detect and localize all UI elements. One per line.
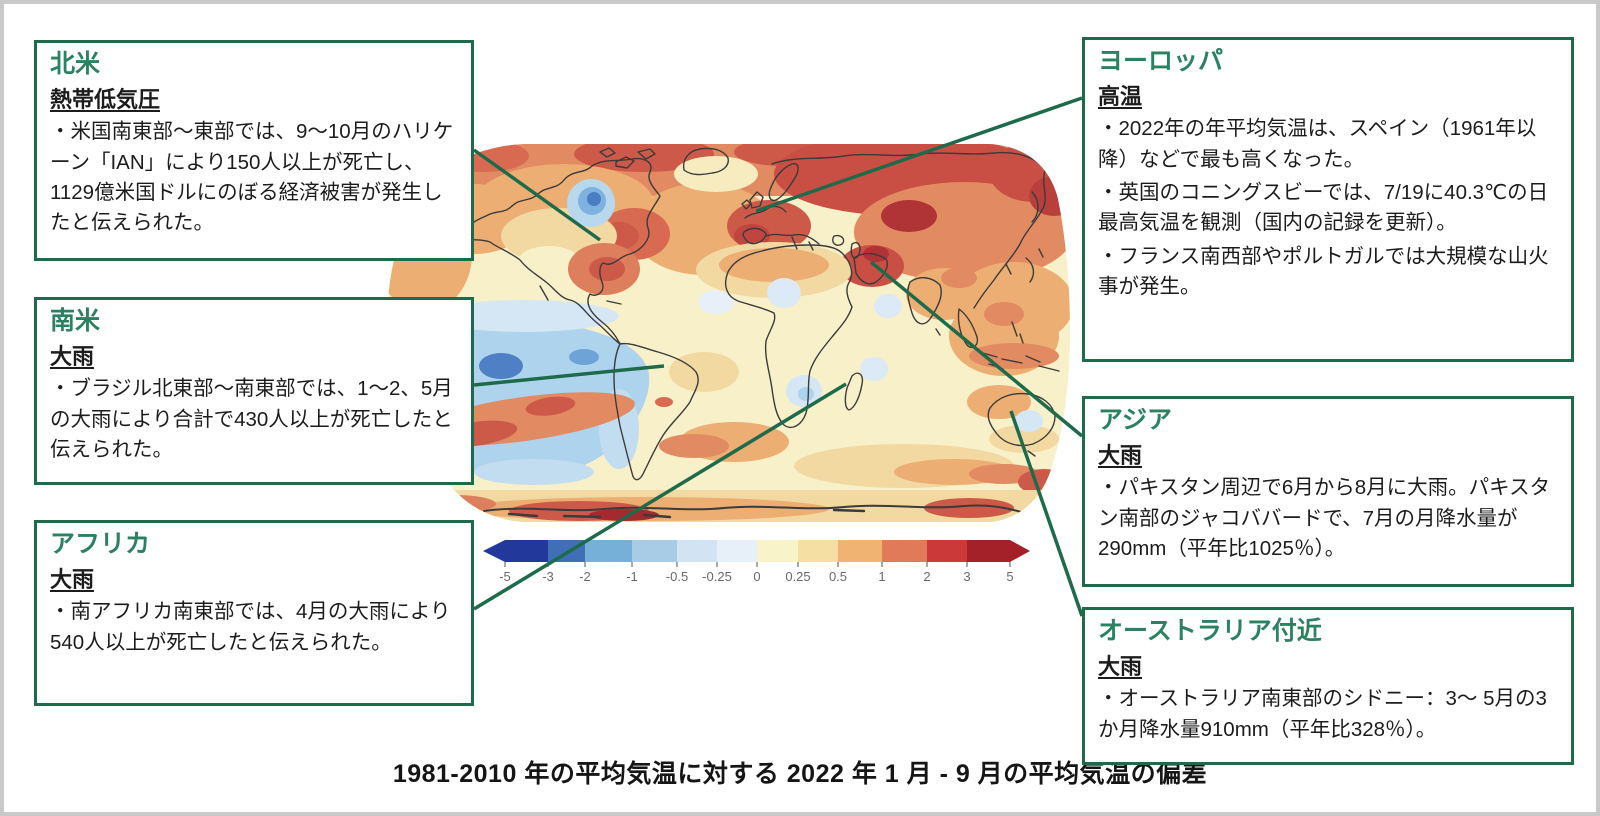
callout-category: 熱帯低気圧 <box>50 87 161 113</box>
callout-bullet: ・英国のコニングスビーでは、7/19に40.3℃の日最高気温を観測（国内の記録を… <box>1098 180 1549 235</box>
colorbar-tick-label: 2 <box>923 569 930 584</box>
colorbar-segment <box>927 540 967 562</box>
callout-asia: アジア 大雨 ・パキスタン周辺で6月から8月に大雨。パキスタン南部のジャコババー… <box>1082 396 1574 587</box>
callout-africa: アフリカ 大雨 ・南アフリカ南東部では、4月の大雨により540人以上が死亡したと… <box>34 520 474 706</box>
colorbar-tick-label: -0.25 <box>702 569 732 584</box>
colorbar-left-arrow <box>483 540 548 562</box>
colorbar-segment <box>677 540 717 562</box>
callout-region-title: 南米 <box>50 307 101 335</box>
colorbar-segment <box>717 540 757 562</box>
colorbar-tick-label: 1 <box>878 569 885 584</box>
callout-bullet: ・フランス南西部やポルトガルでは大規模な山火事が発生。 <box>1098 244 1549 298</box>
callout-australia: オーストラリア付近 大雨 ・オーストラリア南東部のシドニー：3～ 5月の3か月降… <box>1082 607 1574 765</box>
colorbar-tick-label: 5 <box>1006 569 1013 584</box>
colorbar-tick-label: 0.25 <box>785 569 810 584</box>
colorbar-tick-label: -0.5 <box>666 569 688 584</box>
colorbar-segment <box>838 540 882 562</box>
callout-europe: ヨーロッパ 高温 ・2022年の年平均気温は、スペイン（1961年以降）などで最… <box>1082 37 1574 362</box>
colorbar-tick-label: 3 <box>963 569 970 584</box>
callout-category: 大雨 <box>1098 654 1143 680</box>
callout-region-title: アフリカ <box>50 530 151 558</box>
leader-line-europe <box>755 96 1083 213</box>
callout-bullet: ・オーストラリア南東部のシドニー：3～ 5月の3か月降水量910mm（平年比32… <box>1098 687 1547 741</box>
colorbar-tick-label: -2 <box>579 569 591 584</box>
callout-category: 大雨 <box>50 344 95 370</box>
callout-north-america: 北米 熱帯低気圧 ・米国南東部～東部では、9～10月のハリケーン「IAN」により… <box>34 40 474 261</box>
callout-category: 大雨 <box>50 567 95 593</box>
leader-line-north-america <box>472 148 602 242</box>
continent-outlines <box>458 147 1070 519</box>
callout-bullet: ・ブラジル北東部～南東部では、1～2、5月の大雨により合計で430人以上が死亡し… <box>50 377 453 461</box>
colorbar-tick-label: 0.5 <box>829 569 847 584</box>
colorbar-tick-label: -1 <box>626 569 638 584</box>
callout-bullet: ・2022年の年平均気温は、スペイン（1961年以降）などで最も高くなった。 <box>1098 117 1537 171</box>
leader-line-south-america <box>473 364 665 387</box>
callout-category: 大雨 <box>1098 443 1143 469</box>
leader-lines <box>472 96 1084 617</box>
callout-bullet: ・パキスタン周辺で6月から8月に大雨。パキスタン南部のジャコババードで、7月の月… <box>1098 476 1551 560</box>
colorbar-segment <box>585 540 632 562</box>
callout-region-title: ヨーロッパ <box>1098 47 1224 75</box>
colorbar-right-arrow <box>967 540 1030 562</box>
figure-caption: 1981-2010 年の平均気温に対する 2022 年 1 月 - 9 月の平均… <box>392 760 1208 788</box>
colorbar-tick-label: 0 <box>753 569 760 584</box>
colorbar-segment <box>798 540 838 562</box>
callout-region-title: 北米 <box>50 50 101 78</box>
callout-south-america: 南米 大雨 ・ブラジル北東部～南東部では、1～2、5月の大雨により合計で430人… <box>34 297 474 485</box>
leader-line-asia <box>869 260 1084 438</box>
color-scale-legend: -5 -3 -2 -1 -0.5 -0.25 0 0.25 0.5 1 2 3 5 <box>483 540 1043 586</box>
colorbar-segment <box>882 540 927 562</box>
callout-region-title: オーストラリア付近 <box>1098 617 1322 645</box>
colorbar-segment <box>632 540 677 562</box>
colorbar-tick-label: -5 <box>499 569 511 584</box>
callout-bullet: ・米国南東部～東部では、9～10月のハリケーン「IAN」により150人以上が死亡… <box>50 120 454 235</box>
colorbar-tick-label: -3 <box>542 569 554 584</box>
leader-line-australia <box>1009 410 1084 617</box>
callout-bullet: ・南アフリカ南東部では、4月の大雨により540人以上が死亡したと伝えられた。 <box>50 600 451 654</box>
colorbar-segment <box>757 540 798 562</box>
leader-line-africa <box>473 382 847 611</box>
callout-region-title: アジア <box>1098 406 1173 434</box>
callout-category: 高温 <box>1098 84 1143 110</box>
